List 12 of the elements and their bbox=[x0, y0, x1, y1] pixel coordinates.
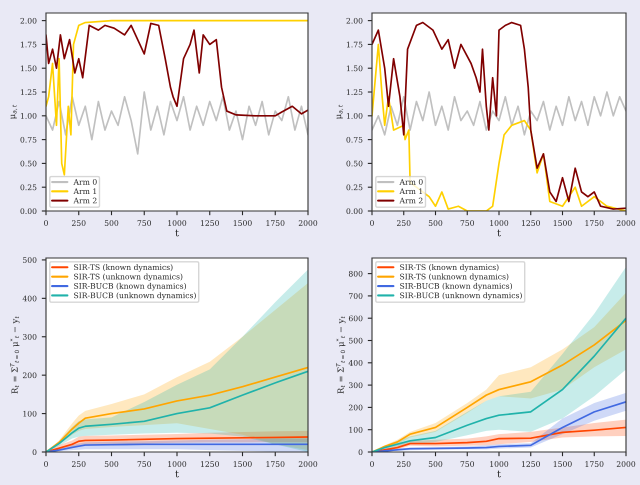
x-axis-title: t bbox=[497, 470, 501, 478]
y-axis-title: μ$_{a,t}$ bbox=[336, 104, 344, 120]
y-axis-title: μ$_{a,t}$ bbox=[10, 104, 18, 120]
text: R$_{t}$ = Σ$^{T}$$_{t=0}$ μ$^{*}$$_{t}$ − y$_{t}$ bbox=[10, 316, 20, 394]
x-axis-title: t bbox=[497, 230, 501, 236]
text: R$_{t}$ = Σ$^{T}$$_{t=0}$ μ$^{*}$$_{t}$ − y$_{t}$ bbox=[336, 316, 346, 394]
line-series bbox=[46, 20, 308, 176]
line-series bbox=[372, 91, 626, 136]
x-axis-title: t bbox=[175, 470, 179, 478]
x-axis-title: t bbox=[175, 230, 179, 236]
line-series bbox=[46, 22, 308, 117]
line-series bbox=[46, 91, 308, 155]
